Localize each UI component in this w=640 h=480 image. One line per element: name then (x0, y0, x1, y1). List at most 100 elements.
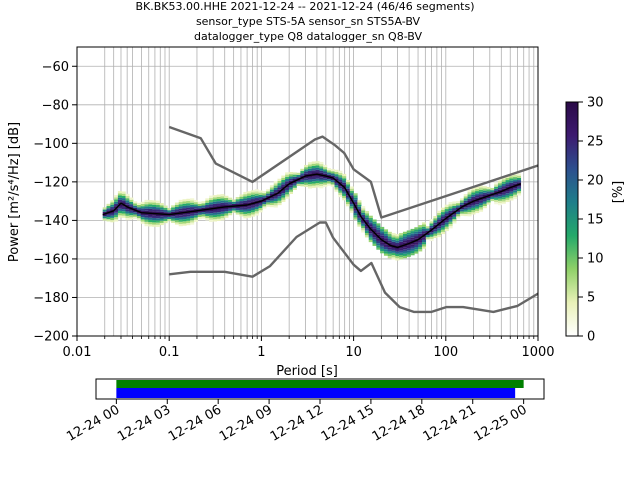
histogram-cell (319, 161, 324, 165)
histogram-cell (380, 233, 385, 236)
histogram-cell (444, 220, 449, 223)
histogram-cell (444, 206, 449, 210)
histogram-cell (444, 215, 449, 218)
histogram-cell (152, 222, 157, 225)
histogram-cell (345, 197, 351, 200)
histogram-cell (391, 255, 396, 258)
histogram-cell (402, 244, 408, 248)
histogram-cell (155, 224, 161, 228)
histogram-cell (399, 252, 404, 256)
histogram-cell (254, 209, 259, 212)
histogram-cell (357, 200, 362, 203)
histogram-cell (478, 205, 484, 208)
histogram-cell (136, 202, 142, 206)
histogram-cell (372, 243, 377, 246)
histogram-cell (182, 214, 187, 217)
histogram-cell (342, 195, 347, 199)
histogram-cell (334, 171, 339, 175)
histogram-cell (459, 204, 465, 208)
histogram-cell (429, 227, 434, 231)
histogram-cell (247, 206, 252, 209)
histogram-cell (140, 219, 145, 222)
histogram-cell (277, 196, 282, 199)
histogram-cell (201, 212, 206, 215)
histogram-cell (304, 169, 309, 172)
histogram-cell (429, 232, 434, 235)
histogram-cell (410, 253, 415, 256)
histogram-cell (205, 215, 210, 219)
histogram-cell (300, 184, 305, 187)
histogram-cell (307, 170, 313, 174)
histogram-cell (448, 219, 453, 222)
histogram-cell (364, 215, 370, 218)
histogram-cell (231, 201, 237, 204)
histogram-cell (129, 215, 134, 218)
histogram-cell (106, 208, 111, 211)
histogram-cell (220, 194, 225, 197)
histogram-cell (174, 215, 180, 218)
ppsd-histogram (102, 161, 522, 261)
histogram-cell (235, 208, 240, 211)
histogram-cell (418, 231, 423, 234)
histogram-cell (250, 194, 256, 197)
histogram-cell (353, 210, 358, 214)
histogram-cell (285, 172, 290, 175)
histogram-cell (448, 221, 453, 224)
histogram-cell (364, 217, 370, 220)
histogram-cell (277, 183, 282, 186)
histogram-cell (254, 206, 259, 210)
histogram-cell (467, 211, 472, 215)
histogram-cell (239, 214, 244, 217)
histogram-cell (368, 215, 373, 218)
histogram-cell (334, 185, 339, 188)
histogram-cell (513, 179, 518, 182)
new-high-noise-model-line (168, 125, 539, 219)
histogram-cell (163, 207, 168, 210)
histogram-cell (513, 190, 518, 193)
histogram-cell (372, 230, 377, 233)
histogram-cell (114, 201, 119, 204)
histogram-cell (368, 235, 373, 238)
histogram-cell (178, 208, 183, 211)
histogram-cell (155, 211, 161, 214)
histogram-cell (262, 199, 267, 202)
histogram-cell (186, 200, 191, 204)
histogram-cell (247, 197, 252, 201)
histogram-cell (117, 213, 123, 216)
histogram-cell (216, 203, 221, 206)
histogram-cell (429, 219, 434, 222)
histogram-cell (193, 208, 199, 211)
x-tick-label: 10 (345, 345, 362, 360)
histogram-cell (243, 198, 248, 201)
histogram-cell (497, 178, 503, 181)
histogram-cell (368, 237, 373, 240)
histogram-cell (254, 193, 259, 196)
colorbar: 0 5 10 15 20 25 30 [%] (565, 96, 626, 345)
histogram-cell (148, 208, 153, 212)
histogram-cell (406, 241, 411, 244)
histogram-cell (433, 227, 438, 230)
histogram-cell (494, 195, 499, 198)
histogram-cell (201, 209, 206, 213)
histogram-cell (258, 190, 263, 193)
histogram-cell (456, 216, 461, 219)
histogram-cell (285, 194, 290, 197)
histogram-cell (125, 209, 130, 212)
histogram-cell (357, 222, 362, 225)
histogram-cell (182, 212, 187, 215)
histogram-cell (292, 172, 297, 175)
histogram-cell (497, 187, 503, 190)
histogram-cell (209, 202, 214, 205)
histogram-cell (125, 193, 130, 197)
histogram-cell (406, 252, 411, 255)
histogram-cell (364, 213, 370, 216)
histogram-cell (486, 202, 491, 205)
availability-tick-label: 12-24 12 (268, 402, 326, 444)
histogram-cell (323, 171, 328, 174)
histogram-cell (288, 189, 294, 192)
histogram-cell (110, 209, 115, 212)
histogram-cell (448, 210, 453, 213)
histogram-cell (228, 204, 233, 207)
histogram-cell (437, 217, 442, 220)
histogram-cell (155, 216, 161, 219)
